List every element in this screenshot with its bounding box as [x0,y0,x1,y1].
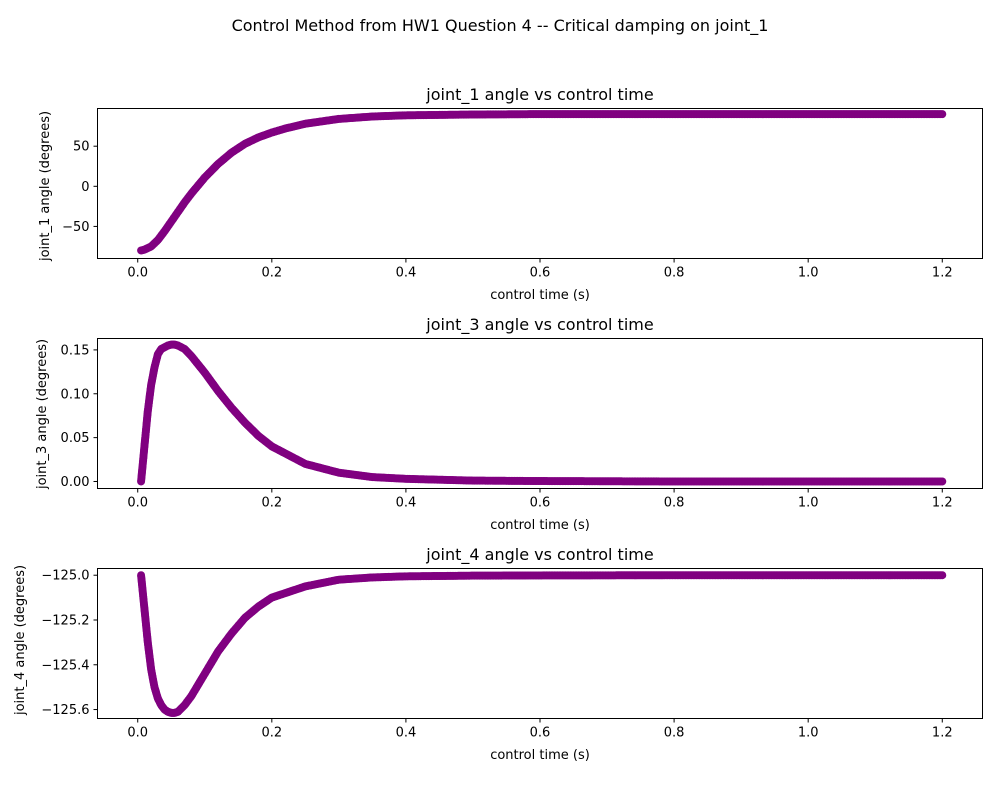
joint-4-x-tick-label: 0.8 [664,726,685,741]
joint-1-data-point [938,110,947,119]
joint-1-ticks: 0.0 0.2 0.4 0.6 0.8 1.0 1.2 −50 0 50 [62,140,953,281]
joint-1-x-axis-label: control time (s) [490,288,590,303]
joint-3-data-points [137,340,947,486]
figure-suptitle: Control Method from HW1 Question 4 -- Cr… [232,16,769,36]
joint-3-x-tick-label: 0.6 [530,496,551,511]
joint-4-x-tick-label: 1.0 [798,726,819,741]
joint-1-x-tick-label: 1.0 [798,266,819,281]
joint-1-x-tick-label: 1.2 [932,266,953,281]
joint-4-x-tick-label: 0.0 [127,726,148,741]
joint-1-x-tick-label: 0.8 [664,266,685,281]
joint-3-y-tick-label: 0.05 [61,431,90,446]
joint-4-data-points [137,571,947,717]
joint-4-axes-frame [97,568,983,719]
joint-3-ticks: 0.0 0.2 0.4 0.6 0.8 1.0 1.2 0.00 0.05 0.10 0.15 [61,343,953,510]
joint-3-data-point [938,477,947,486]
joint-3-subplot: joint_3 angle vs control time control ti… [35,315,983,533]
joint-4-y-tick-label: −125.0 [41,569,89,584]
joint-4-x-tick-label: 0.4 [396,726,417,741]
joint-3-x-tick-label: 0.0 [127,496,148,511]
joint-1-subplot: joint_1 angle vs control time control ti… [38,85,983,303]
joint-3-x-tick-label: 0.2 [261,496,282,511]
joint-1-data-points [137,110,947,255]
joint-3-x-axis-label: control time (s) [490,518,590,533]
joint-1-y-tick-label: 50 [73,140,90,155]
joint-3-y-tick-label: 0.10 [61,387,90,402]
joint-3-x-tick-label: 1.2 [932,496,953,511]
joint-3-plot-title: joint_3 angle vs control time [425,315,653,335]
joint-1-x-tick-label: 0.2 [261,266,282,281]
joint-4-ticks: 0.0 0.2 0.4 0.6 0.8 1.0 1.2 −125.0 −125.2 −125.4 −… [41,569,952,741]
joint-3-y-tick-label: 0.15 [61,343,90,358]
joint-4-y-tick-label: −125.6 [41,703,89,718]
joint-3-x-tick-label: 1.0 [798,496,819,511]
joint-1-x-tick-label: 0.4 [396,266,417,281]
joint-4-plot-title: joint_4 angle vs control time [425,545,653,565]
joint-4-subplot: joint_4 angle vs control time control ti… [13,545,983,763]
joint-4-y-tick-label: −125.4 [41,658,89,673]
joint-4-x-tick-label: 0.6 [530,726,551,741]
joint-3-axes-frame [97,338,983,489]
joint-4-y-tick-label: −125.2 [41,613,89,628]
joint-4-x-tick-label: 1.2 [932,726,953,741]
joint-1-x-tick-label: 0.6 [530,266,551,281]
joint-4-x-axis-label: control time (s) [490,748,590,763]
joint-3-x-tick-label: 0.8 [664,496,685,511]
joint-1-x-tick-label: 0.0 [127,266,148,281]
joint-4-x-tick-label: 0.2 [261,726,282,741]
joint-1-y-tick-label: −50 [62,220,89,235]
joint-4-data-point [938,571,947,580]
joint-1-y-axis-label: joint_1 angle (degrees) [38,111,53,262]
joint-3-y-tick-label: 0.00 [61,475,90,490]
joint-1-y-tick-label: 0 [81,180,89,195]
joint-3-y-axis-label: joint_3 angle (degrees) [35,339,50,490]
joint-1-axes-frame [97,108,983,259]
joint-4-y-axis-label: joint_4 angle (degrees) [13,565,28,716]
joint-1-plot-title: joint_1 angle vs control time [425,85,653,105]
joint-3-x-tick-label: 0.4 [396,496,417,511]
